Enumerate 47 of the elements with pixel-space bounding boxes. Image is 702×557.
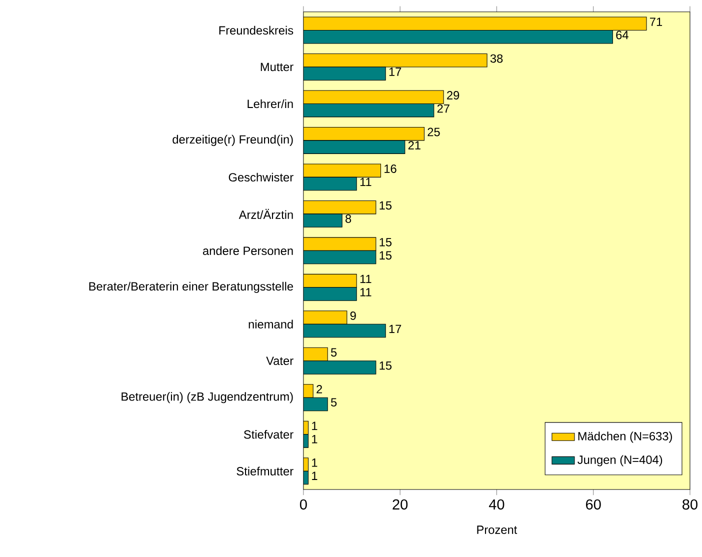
data-label: 17 [389,324,402,333]
data-label: 25 [428,128,440,136]
x-tick-label: 20 [392,499,408,510]
data-label: 27 [437,104,450,113]
data-label: 15 [380,238,392,246]
data-label: 16 [384,164,396,173]
data-label: 21 [408,141,420,150]
data-label: 9 [350,311,356,320]
y-tick-label: Betreuer(in) (zB Jugendzentrum) [122,392,293,404]
y-tick-label: andere Personen [202,246,293,255]
y-tick-label: niemand [248,320,293,328]
y-tick-label: Lehrer/in [248,99,293,108]
data-label: 11 [360,178,372,186]
data-label: 1 [312,458,318,467]
data-label: 15 [380,361,392,370]
y-tick-label: Freundeskreis [219,26,294,35]
data-label: 1 [312,422,318,430]
legend-label: Mädchen (N=633) [578,432,672,443]
legend-label: Jungen (N=404) [578,455,662,466]
y-tick-label: Arzt/Ärztin [238,208,293,219]
x-tick-label: 80 [682,499,698,510]
data-label: 17 [389,68,402,76]
x-tick-label: 40 [488,499,504,510]
y-tick-label: Vater [266,356,294,365]
y-tick-label: Berater/Beraterin einer Beratungsstelle [89,282,294,293]
data-label: 15 [380,251,392,260]
data-label: 38 [490,54,503,63]
data-label: 1 [312,472,318,480]
data-label: 29 [447,91,460,100]
y-tick-label: Stiefvater [244,430,294,439]
x-tick-label: 60 [586,499,601,510]
data-label: 64 [616,30,628,40]
data-label: 11 [360,274,372,284]
x-axis-title: Prozent [477,526,518,534]
data-label: 1 [312,435,318,444]
x-tick-label: 0 [300,499,307,510]
data-label: 5 [330,398,337,407]
y-tick-label: derzeitige(r) Freund(in) [172,134,293,146]
data-label: 2 [316,384,322,394]
data-label: 15 [380,201,392,210]
y-tick-label: Mutter [260,62,294,72]
data-label: 71 [650,18,662,26]
y-tick-label: Stiefmutter [236,466,294,476]
data-label: 5 [330,348,337,357]
y-tick-label: Geschwister [228,172,294,182]
data-label: 8 [346,214,352,223]
data-label: 11 [360,288,372,296]
